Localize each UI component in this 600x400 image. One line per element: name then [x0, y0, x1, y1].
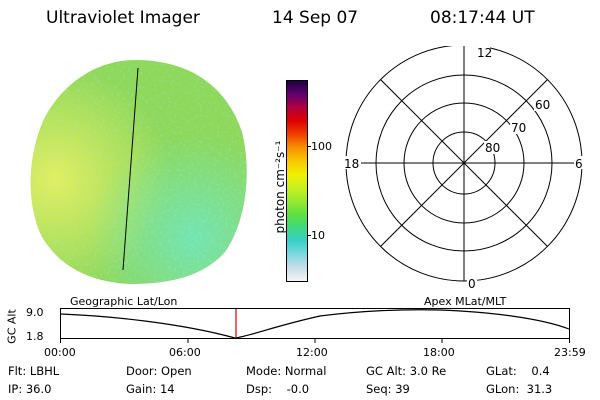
colorbar	[286, 80, 308, 282]
mlt-6-label: 6	[575, 157, 583, 171]
altitude-plot	[60, 308, 570, 343]
x-tick-2359: 23:59	[554, 346, 586, 359]
title: Ultraviolet Imager	[46, 8, 200, 28]
glon-info: GLon: 31.3	[486, 382, 553, 396]
lat-70-label: 70	[511, 121, 526, 135]
x-tick-1800: 18:00	[423, 346, 455, 359]
lat-60-label: 60	[535, 98, 550, 112]
x-tick-0600: 06:00	[169, 346, 201, 359]
dsp-info: Dsp: -0.0	[246, 382, 310, 396]
filter-info: Flt: LBHL	[8, 364, 60, 378]
altitude-axis-label: GC Alt	[5, 309, 19, 344]
colorbar-tick-mark-10	[307, 235, 311, 236]
date: 14 Sep 07	[272, 8, 359, 28]
apex-label: Apex MLat/MLT	[424, 295, 507, 308]
ip-info: IP: 36.0	[8, 382, 52, 396]
seq-info: Seq: 39	[366, 382, 410, 396]
gain-info: Gain: 14	[126, 382, 175, 396]
time: 08:17:44 UT	[430, 8, 535, 28]
mlt-12-label: 12	[477, 46, 492, 60]
meridian-line	[122, 67, 139, 271]
colorbar-tick-10: 10	[311, 229, 325, 242]
mlt-0-label: 0	[468, 277, 476, 291]
geographic-label: Geographic Lat/Lon	[70, 295, 178, 308]
x-tick-1200: 12:00	[296, 346, 328, 359]
colorbar-tick-mark-100	[307, 146, 311, 147]
lat-80-label: 80	[485, 141, 500, 155]
mode-info: Mode: Normal	[246, 364, 327, 378]
glat-info: GLat: 0.4	[486, 364, 550, 378]
gc-alt-info: GC Alt: 3.0 Re	[366, 364, 447, 378]
x-tick-0000: 00:00	[44, 346, 76, 359]
altitude-y-bottom: 1.8	[26, 330, 44, 343]
door-info: Door: Open	[126, 364, 192, 378]
altitude-y-top: 9.0	[26, 306, 44, 319]
altitude-curve	[60, 309, 570, 339]
polar-grid: 12 18 6 0 60 70 80	[343, 46, 584, 291]
auroral-image	[30, 60, 247, 284]
colorbar-tick-100: 100	[311, 140, 332, 153]
mlt-18-label: 18	[344, 157, 359, 171]
colorbar-label: photon cm⁻²s⁻¹	[273, 140, 287, 234]
